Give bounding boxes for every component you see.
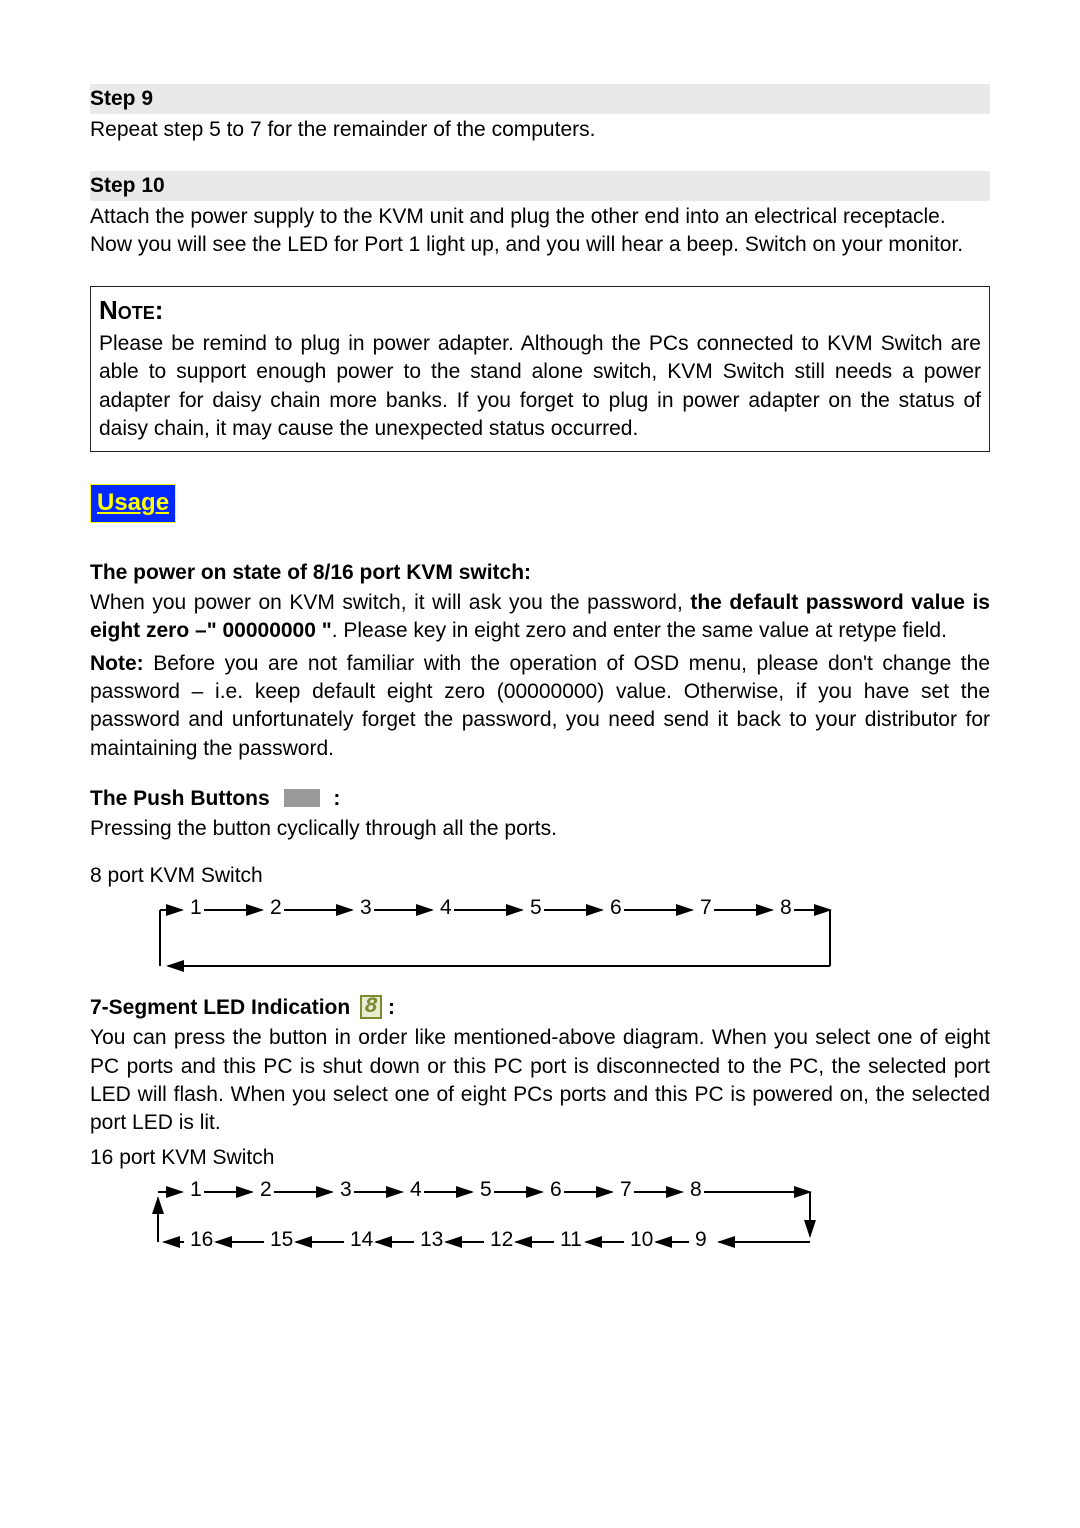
seg-led-section: 7-Segment LED Indication 8: You can pres… [90, 994, 990, 1138]
svg-text:4: 4 [440, 896, 452, 919]
svg-text:3: 3 [360, 896, 372, 919]
step9: Step 9 Repeat step 5 to 7 for the remain… [90, 84, 990, 145]
diagram-16-label: 16 port KVM Switch [90, 1144, 990, 1172]
step9-body: Repeat step 5 to 7 for the remainder of … [90, 116, 990, 144]
seg-led-body: You can press the button in order like m… [90, 1024, 990, 1137]
seg-led-heading-b: : [388, 996, 395, 1019]
svg-text:8: 8 [780, 896, 792, 919]
svg-text:5: 5 [530, 896, 542, 919]
power-on-note-label: Note: [90, 652, 144, 675]
seg-led-heading-a: 7-Segment LED Indication [90, 996, 350, 1019]
diagram-8-label: 8 port KVM Switch [90, 862, 990, 890]
usage-badge-wrap: Usage [90, 480, 990, 558]
push-buttons-section: The Push Buttons : Pressing the button c… [90, 785, 990, 844]
svg-text:4: 4 [410, 1178, 422, 1201]
svg-text:1: 1 [190, 896, 202, 919]
svg-text:5: 5 [480, 1178, 492, 1201]
svg-text:11: 11 [560, 1228, 582, 1251]
svg-text:7: 7 [620, 1178, 632, 1201]
power-on-line1a: When you power on KVM switch, it will as… [90, 591, 690, 614]
power-on-para2: Note: Before you are not familiar with t… [90, 650, 990, 763]
power-on-para1: When you power on KVM switch, it will as… [90, 589, 990, 646]
svg-text:10: 10 [630, 1228, 653, 1251]
step10: Step 10 Attach the power supply to the K… [90, 171, 990, 260]
push-buttons-body: Pressing the button cyclically through a… [90, 815, 990, 843]
svg-text:12: 12 [490, 1228, 513, 1251]
svg-text:1: 1 [190, 1178, 202, 1201]
diagram-8: 1 2 3 4 5 6 7 8 [90, 896, 990, 976]
diagram-16: 12345678910111213141516 [90, 1178, 990, 1258]
push-button-icon [284, 789, 320, 807]
note-box: Note: Please be remind to plug in power … [90, 286, 990, 452]
svg-text:6: 6 [610, 896, 622, 919]
diagram-16-svg: 12345678910111213141516 [130, 1178, 870, 1258]
step9-heading: Step 9 [90, 84, 990, 114]
svg-text:2: 2 [260, 1178, 272, 1201]
power-on-note-body: Before you are not familiar with the ope… [90, 652, 990, 760]
usage-badge: Usage [90, 484, 176, 522]
push-buttons-heading-b: : [333, 787, 340, 810]
svg-text:13: 13 [420, 1228, 443, 1251]
svg-text:8: 8 [690, 1178, 702, 1201]
svg-text:6: 6 [550, 1178, 562, 1201]
seven-segment-icon: 8 [360, 995, 382, 1019]
diagram-8-svg: 1 2 3 4 5 6 7 8 [130, 896, 870, 976]
power-on-line1c: . Please key in eight zero and enter the… [332, 619, 947, 642]
step10-body: Attach the power supply to the KVM unit … [90, 203, 990, 260]
svg-text:2: 2 [270, 896, 282, 919]
svg-text:7: 7 [700, 896, 712, 919]
push-buttons-heading-a: The Push Buttons [90, 787, 270, 810]
power-on-heading: The power on state of 8/16 port KVM swit… [90, 559, 990, 587]
note-title: Note: [99, 293, 981, 328]
power-on-section: The power on state of 8/16 port KVM swit… [90, 559, 990, 763]
svg-text:9: 9 [695, 1228, 707, 1251]
step10-heading: Step 10 [90, 171, 990, 201]
svg-text:15: 15 [270, 1228, 293, 1251]
svg-text:14: 14 [350, 1228, 374, 1251]
note-body: Please be remind to plug in power adapte… [99, 332, 981, 440]
svg-text:16: 16 [190, 1228, 213, 1251]
svg-text:3: 3 [340, 1178, 352, 1201]
